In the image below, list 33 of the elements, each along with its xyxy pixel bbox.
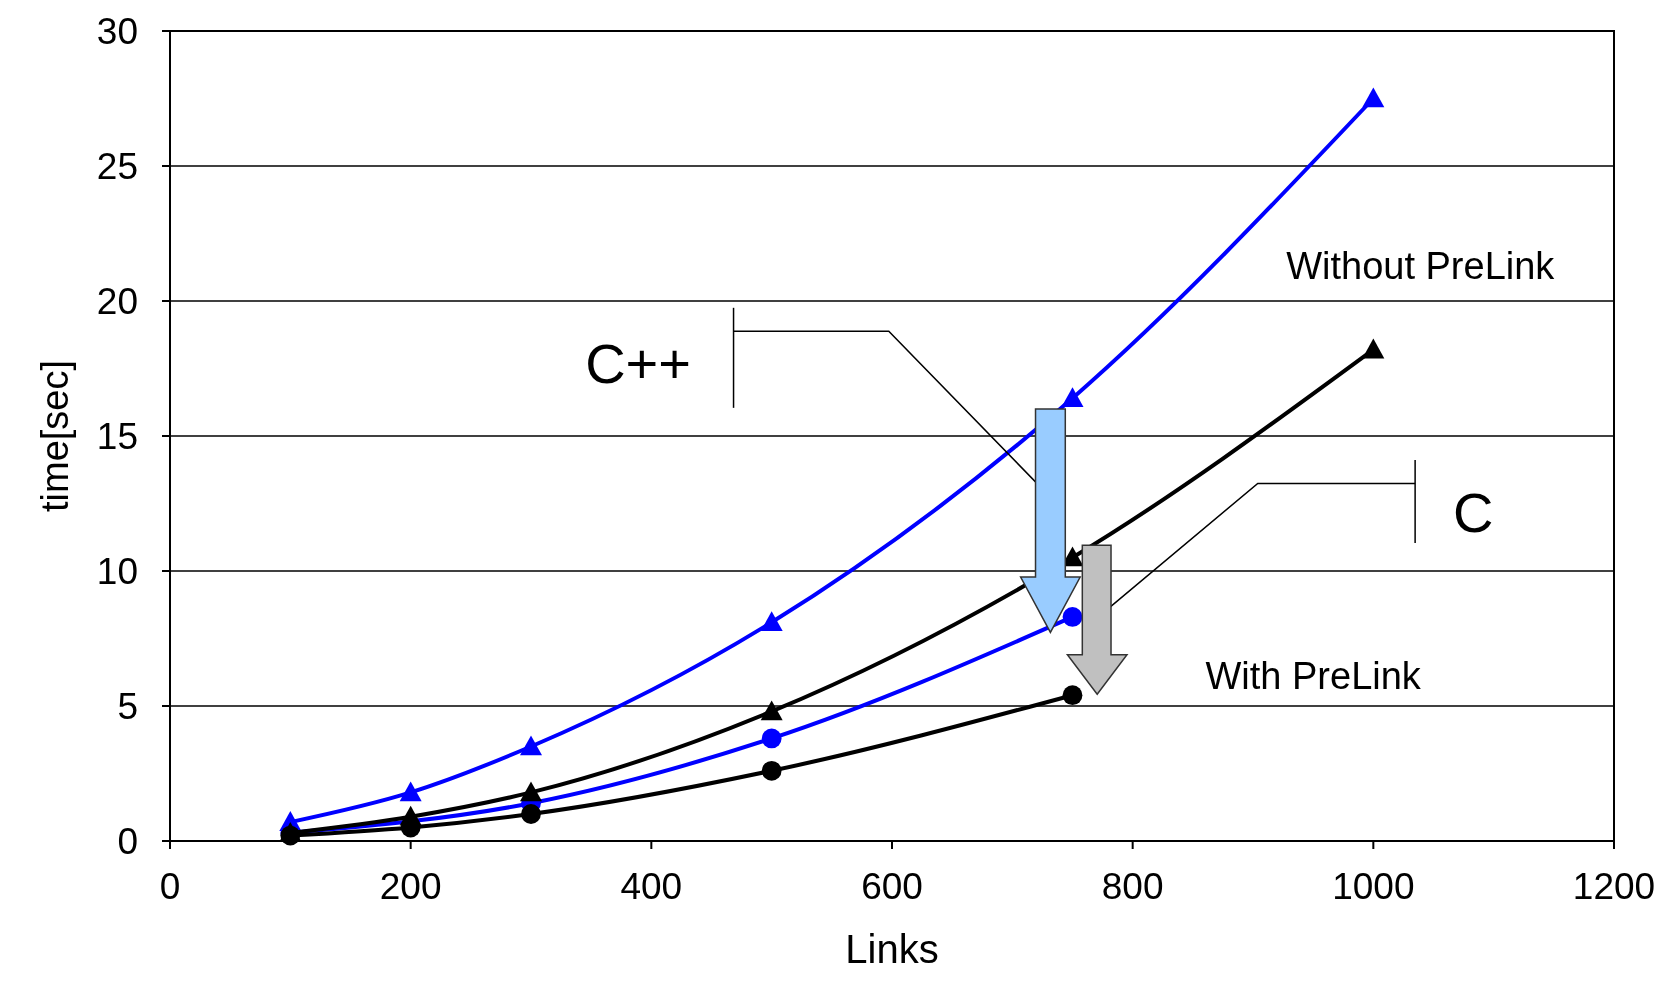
point <box>761 760 782 781</box>
point <box>520 735 542 756</box>
y-tick-label: 15 <box>96 416 138 457</box>
point <box>521 804 541 824</box>
x-tick-label: 600 <box>861 866 923 907</box>
x-tick-label: 200 <box>379 866 442 907</box>
x-tick-label: 1000 <box>1332 866 1415 907</box>
annotation: Without PreLink <box>1286 244 1556 287</box>
y-tick-label: 5 <box>117 686 138 727</box>
x-tick-label: 1200 <box>1572 866 1656 907</box>
y-tick-label: 30 <box>96 11 138 52</box>
point <box>399 781 422 802</box>
point <box>1061 387 1084 407</box>
y-tick-label: 20 <box>96 281 138 322</box>
x-tick-label: 800 <box>1101 866 1164 907</box>
point <box>520 781 542 802</box>
x-tick-label: 0 <box>159 866 181 907</box>
y-tick-label: 10 <box>96 551 138 592</box>
point <box>761 728 782 749</box>
annotation: C++ <box>585 332 692 396</box>
x-tick-label: 400 <box>620 866 683 907</box>
point <box>1062 607 1083 627</box>
y-tick-label: 25 <box>96 146 138 187</box>
y-tick-label: 0 <box>117 821 138 862</box>
point <box>1362 338 1385 359</box>
y-axis-title: time[sec] <box>34 359 76 513</box>
point <box>1362 87 1385 108</box>
point <box>760 611 783 632</box>
point <box>760 700 783 721</box>
annotation: With PreLink <box>1205 655 1422 698</box>
annotation: C <box>1452 480 1494 544</box>
x-axis-title: Links <box>845 927 939 971</box>
point <box>1062 685 1083 706</box>
